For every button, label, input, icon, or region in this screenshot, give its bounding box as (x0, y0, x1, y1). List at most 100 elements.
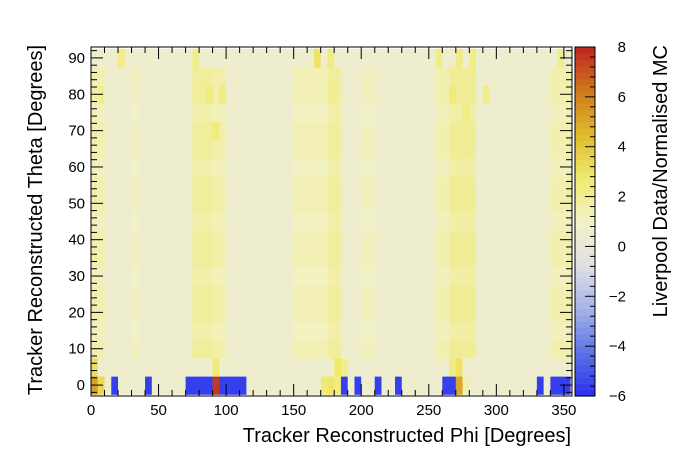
x-axis-label: Tracker Reconstructed Phi [Degrees] (243, 425, 571, 447)
heatmap-cell (232, 321, 241, 341)
heatmap-cell (516, 121, 524, 141)
heatmap-cell (530, 85, 538, 104)
heatmap-cell (422, 157, 430, 177)
heatmap-cell (401, 303, 410, 323)
heatmap-cell (523, 230, 531, 250)
heatmap-cell (259, 157, 268, 177)
heatmap-cell (91, 212, 99, 232)
heatmap-cell (367, 157, 376, 177)
heatmap-cell (212, 212, 220, 232)
heatmap-cell (91, 103, 99, 123)
heatmap-cell (293, 85, 302, 104)
heatmap-cell (320, 157, 329, 177)
heatmap-cell (354, 321, 362, 341)
heatmap-cell (374, 321, 383, 341)
heatmap-cell (381, 376, 389, 395)
heatmap-cell (219, 230, 227, 250)
heatmap-cell (408, 230, 416, 250)
heatmap-cell (449, 285, 457, 304)
heatmap-cell (118, 303, 126, 323)
colorbar-tick-label: −2 (609, 288, 626, 305)
heatmap-cell (239, 230, 247, 250)
heatmap-cell (307, 48, 315, 68)
heatmap-cell (482, 85, 491, 104)
heatmap-cell (199, 266, 207, 286)
heatmap-cell (320, 194, 329, 214)
heatmap-cell (118, 85, 126, 104)
heatmap-cell (536, 357, 545, 377)
colorbar-swatch (575, 140, 595, 148)
heatmap-cell (138, 285, 146, 304)
heatmap-cell (266, 212, 275, 232)
heatmap-cell (381, 157, 389, 177)
heatmap-cell (300, 321, 308, 341)
heatmap-cell (435, 194, 443, 214)
heatmap-cell (482, 212, 491, 232)
heatmap-cell (118, 139, 126, 159)
heatmap-cell (199, 212, 207, 232)
heatmap-cell (286, 230, 295, 250)
heatmap-cell (172, 139, 180, 159)
heatmap-cell (266, 339, 275, 359)
heatmap-cell (367, 248, 376, 268)
heatmap-cell (415, 66, 423, 86)
heatmap-cell (165, 66, 173, 86)
heatmap-cell (489, 157, 497, 177)
heatmap-cell (145, 357, 153, 377)
heatmap-cell (104, 157, 112, 177)
heatmap-cell (165, 212, 173, 232)
heatmap-cell (334, 194, 342, 214)
heatmap-cell (239, 376, 247, 395)
heatmap-cell (273, 103, 281, 123)
heatmap-cell (178, 176, 187, 195)
colorbar-swatch (575, 78, 595, 85)
heatmap-cell (401, 285, 410, 304)
heatmap-cell (212, 285, 220, 304)
heatmap-cell (286, 303, 295, 323)
heatmap-cell (374, 176, 383, 195)
colorbar-swatch (575, 96, 595, 104)
heatmap-cell (408, 266, 416, 286)
heatmap-cell (388, 212, 396, 232)
heatmap-cell (340, 85, 349, 104)
heatmap-cell (428, 212, 437, 232)
heatmap-cell (300, 303, 308, 323)
colorbar-tick-label: 6 (618, 89, 626, 106)
heatmap-cell (367, 376, 376, 395)
heatmap-cell (118, 321, 126, 341)
heatmap-cell (428, 194, 437, 214)
heatmap-cell (185, 48, 193, 68)
heatmap-cell (178, 303, 187, 323)
heatmap-cell (530, 303, 538, 323)
heatmap-cell (395, 339, 403, 359)
heatmap-cell (395, 194, 403, 214)
heatmap-cell (516, 339, 524, 359)
heatmap-cell (124, 48, 133, 68)
heatmap-cell (374, 266, 383, 286)
heatmap-cell (253, 85, 261, 104)
heatmap-cell (503, 194, 511, 214)
colorbar-tick-label: 8 (618, 39, 626, 56)
heatmap-cell (536, 321, 545, 341)
heatmap-cell (550, 357, 558, 377)
colorbar-swatch (575, 333, 595, 341)
heatmap-cell (307, 266, 315, 286)
heatmap-cell (442, 212, 450, 232)
heatmap-cell (246, 48, 254, 68)
heatmap-cell (226, 103, 234, 123)
heatmap-cell (536, 303, 545, 323)
heatmap-cell (482, 339, 491, 359)
colorbar-tick-label: 4 (618, 139, 626, 156)
heatmap-cell (226, 285, 234, 304)
heatmap-cell (192, 103, 200, 123)
heatmap-cell (320, 85, 329, 104)
heatmap-cell (340, 376, 349, 395)
heatmap-cell (340, 66, 349, 86)
heatmap-cell (503, 121, 511, 141)
heatmap-cell (503, 248, 511, 268)
heatmap-cell (496, 230, 504, 250)
heatmap-cell (496, 103, 504, 123)
heatmap-cell (293, 103, 302, 123)
heatmap-cell (300, 376, 308, 395)
heatmap-cell (104, 85, 112, 104)
